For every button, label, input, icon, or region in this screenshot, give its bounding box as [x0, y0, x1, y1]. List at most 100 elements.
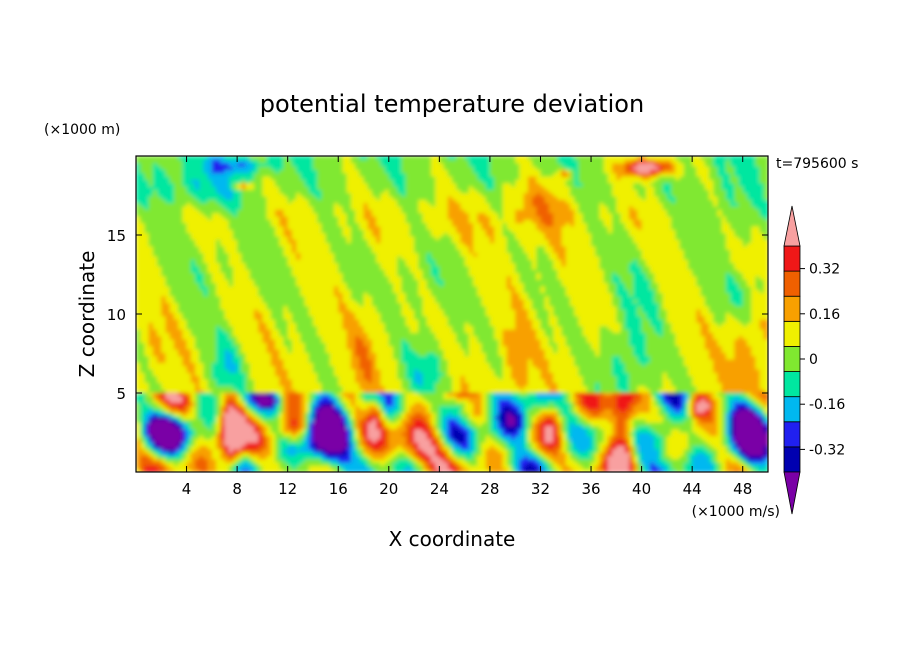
contour-cell [569, 372, 575, 377]
contour-cell [325, 368, 331, 373]
contour-cell [582, 395, 588, 400]
contour-cell [300, 458, 306, 463]
contour-cell [308, 462, 314, 466]
contour-cell [591, 425, 596, 430]
contour-cell [565, 378, 571, 383]
contour-cell [207, 395, 213, 400]
contour-cell [178, 402, 183, 407]
contour-cell [654, 388, 660, 393]
contour-cell [574, 405, 579, 410]
contour-cell [620, 405, 626, 410]
contour-cell [565, 362, 571, 367]
contour-cell [325, 392, 331, 397]
contour-cell [169, 382, 175, 387]
contour-cell [730, 378, 735, 383]
contour-cell [371, 405, 377, 410]
contour-cell [536, 392, 542, 397]
contour-cell [628, 428, 634, 433]
contour-cell [548, 368, 554, 373]
contour-cell [165, 362, 171, 367]
contour-cell [393, 462, 398, 466]
contour-cell [510, 435, 516, 440]
contour-cell [367, 425, 373, 430]
contour-cell [671, 448, 676, 453]
contour-cell [190, 378, 196, 383]
contour-cell [738, 402, 744, 407]
contour-cell [759, 435, 765, 440]
contour-cell [186, 358, 192, 363]
contour-cell [721, 398, 727, 403]
contour-cell [510, 422, 516, 427]
contour-cell [397, 415, 403, 420]
contour-cell [232, 372, 238, 377]
contour-cell [418, 408, 424, 413]
contour-cell [532, 465, 537, 470]
contour-cell [624, 422, 630, 427]
contour-cell [468, 402, 474, 407]
contour-cell [287, 402, 293, 407]
contour-cell [506, 435, 512, 440]
contour-cell [161, 435, 167, 440]
contour-cell [591, 375, 596, 380]
contour-cell [211, 405, 217, 410]
contour-cell [140, 392, 146, 397]
contour-cell [439, 385, 445, 390]
contour-cell [565, 375, 571, 380]
contour-cell [612, 432, 617, 437]
contour-cell [759, 462, 765, 466]
contour-cell [186, 438, 192, 443]
contour-cell [237, 452, 242, 456]
contour-cell [591, 372, 596, 377]
contour-cell [662, 448, 668, 453]
contour-cell [481, 468, 487, 472]
contour-cell [430, 402, 436, 407]
contour-cell [709, 388, 714, 393]
contour-cell [700, 392, 706, 397]
contour-cell [397, 432, 403, 437]
contour-cell [249, 392, 255, 397]
contour-cell [557, 415, 563, 420]
contour-cell [498, 398, 504, 403]
contour-cell [194, 395, 200, 400]
contour-cell [169, 392, 175, 397]
contour-cell [237, 408, 242, 413]
contour-cell [447, 435, 453, 440]
contour-cell [557, 445, 563, 450]
contour-cell [595, 405, 601, 410]
contour-cell [194, 465, 200, 470]
contour-cell [460, 412, 466, 417]
contour-cell [169, 362, 175, 367]
contour-cell [291, 368, 297, 373]
contour-cell [430, 442, 436, 446]
contour-cell [355, 372, 360, 377]
contour-cell [569, 438, 575, 443]
contour-cell [532, 432, 537, 437]
contour-cell [380, 445, 386, 450]
contour-cell [414, 452, 419, 456]
contour-cell [321, 392, 327, 397]
contour-cell [439, 432, 445, 437]
contour-cell [435, 395, 440, 400]
contour-cell [738, 395, 744, 400]
contour-cell [485, 405, 491, 410]
contour-cell [628, 362, 634, 367]
contour-cell [190, 392, 196, 397]
contour-cell [287, 375, 293, 380]
contour-cell [561, 395, 567, 400]
contour-cell [422, 458, 428, 463]
contour-cell [371, 385, 377, 390]
contour-cell [262, 398, 268, 403]
contour-cell [460, 432, 466, 437]
contour-cell [249, 395, 255, 400]
contour-cell [489, 425, 495, 430]
contour-cell [291, 452, 297, 456]
contour-cell [473, 455, 478, 460]
contour-cell [713, 378, 719, 383]
contour-cell [371, 395, 377, 400]
contour-cell [696, 468, 702, 472]
contour-cell [498, 458, 504, 463]
contour-cell [224, 375, 230, 380]
contour-cell [532, 445, 537, 450]
contour-cell [755, 468, 761, 472]
contour-cell [262, 468, 268, 472]
